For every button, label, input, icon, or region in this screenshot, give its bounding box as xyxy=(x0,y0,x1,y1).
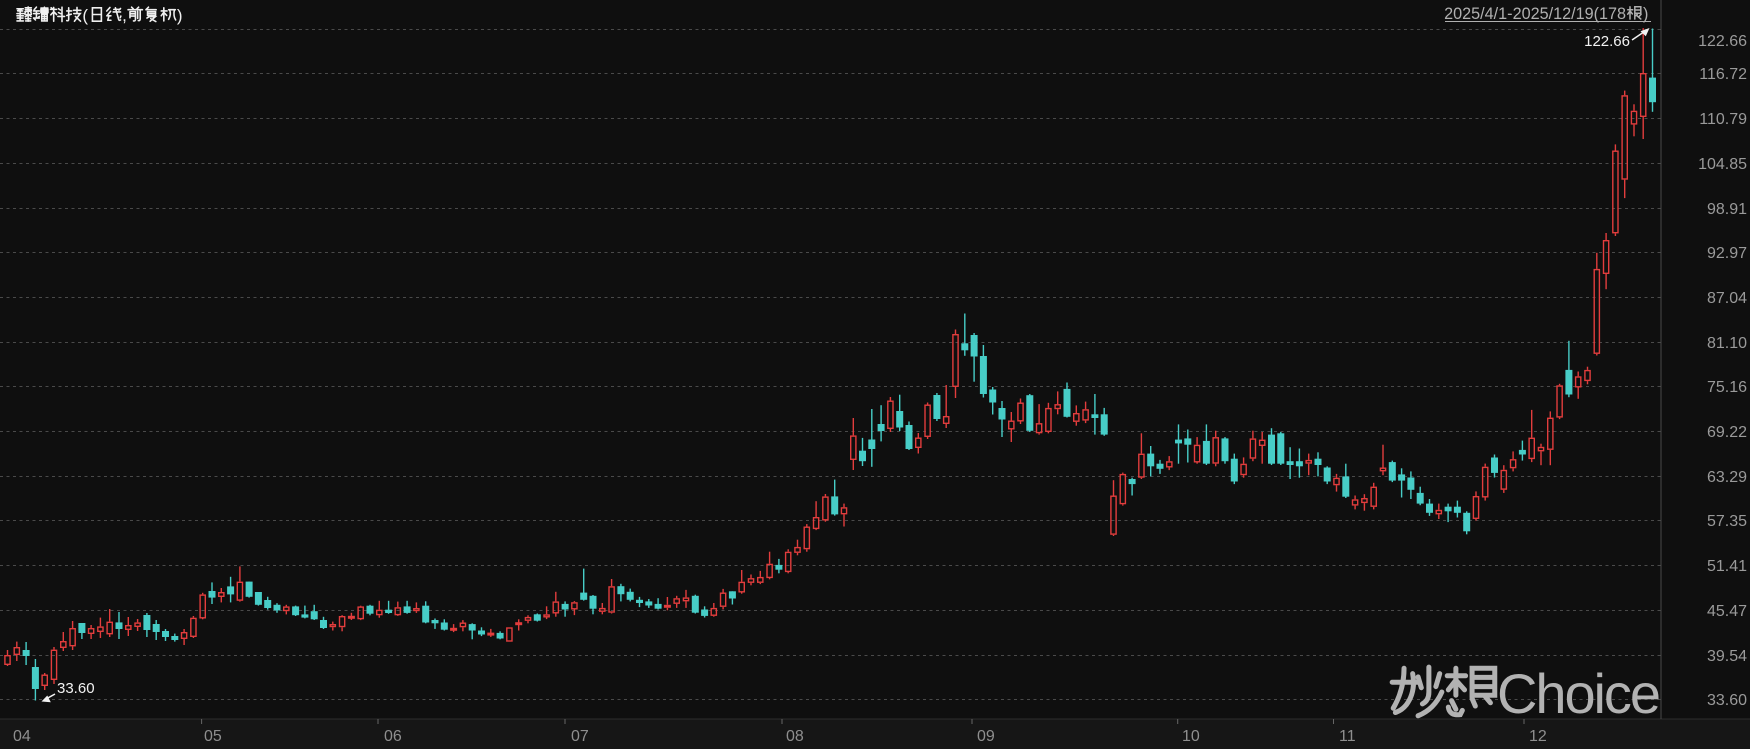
svg-text:(: ( xyxy=(82,6,88,25)
svg-text:33.60: 33.60 xyxy=(1707,692,1747,709)
svg-text:69.22: 69.22 xyxy=(1707,424,1747,441)
svg-text:122.66: 122.66 xyxy=(1698,33,1747,50)
svg-text:104.85: 104.85 xyxy=(1698,156,1747,173)
svg-text:92.97: 92.97 xyxy=(1707,245,1747,262)
svg-text:122.66: 122.66 xyxy=(1584,33,1630,50)
svg-text:39.54: 39.54 xyxy=(1707,648,1747,665)
svg-text:110.79: 110.79 xyxy=(1699,111,1747,128)
svg-text:08: 08 xyxy=(786,728,804,745)
svg-text:06: 06 xyxy=(384,728,402,745)
svg-text:57.35: 57.35 xyxy=(1707,513,1747,530)
svg-text:07: 07 xyxy=(571,728,589,745)
svg-text:63.29: 63.29 xyxy=(1707,469,1747,486)
svg-text:Choice: Choice xyxy=(1497,662,1661,725)
svg-text:12: 12 xyxy=(1529,728,1547,745)
svg-text:): ) xyxy=(177,6,183,25)
svg-text:10: 10 xyxy=(1182,728,1200,745)
svg-text:51.41: 51.41 xyxy=(1707,558,1747,575)
svg-text:116.72: 116.72 xyxy=(1699,66,1747,83)
svg-text:45.47: 45.47 xyxy=(1707,603,1747,620)
svg-text:04: 04 xyxy=(13,728,31,745)
svg-text:87.04: 87.04 xyxy=(1707,290,1747,307)
svg-text:): ) xyxy=(1643,5,1648,23)
svg-text:2025/4/1-2025/12/19(178: 2025/4/1-2025/12/19(178 xyxy=(1444,5,1626,23)
svg-text:75.16: 75.16 xyxy=(1707,379,1747,396)
svg-text:98.91: 98.91 xyxy=(1707,201,1747,218)
svg-text:81.10: 81.10 xyxy=(1707,335,1747,352)
svg-text:33.60: 33.60 xyxy=(57,680,95,697)
svg-text:09: 09 xyxy=(977,728,995,745)
svg-text:,: , xyxy=(122,6,127,25)
svg-text:11: 11 xyxy=(1339,728,1356,745)
svg-text:05: 05 xyxy=(204,728,222,745)
